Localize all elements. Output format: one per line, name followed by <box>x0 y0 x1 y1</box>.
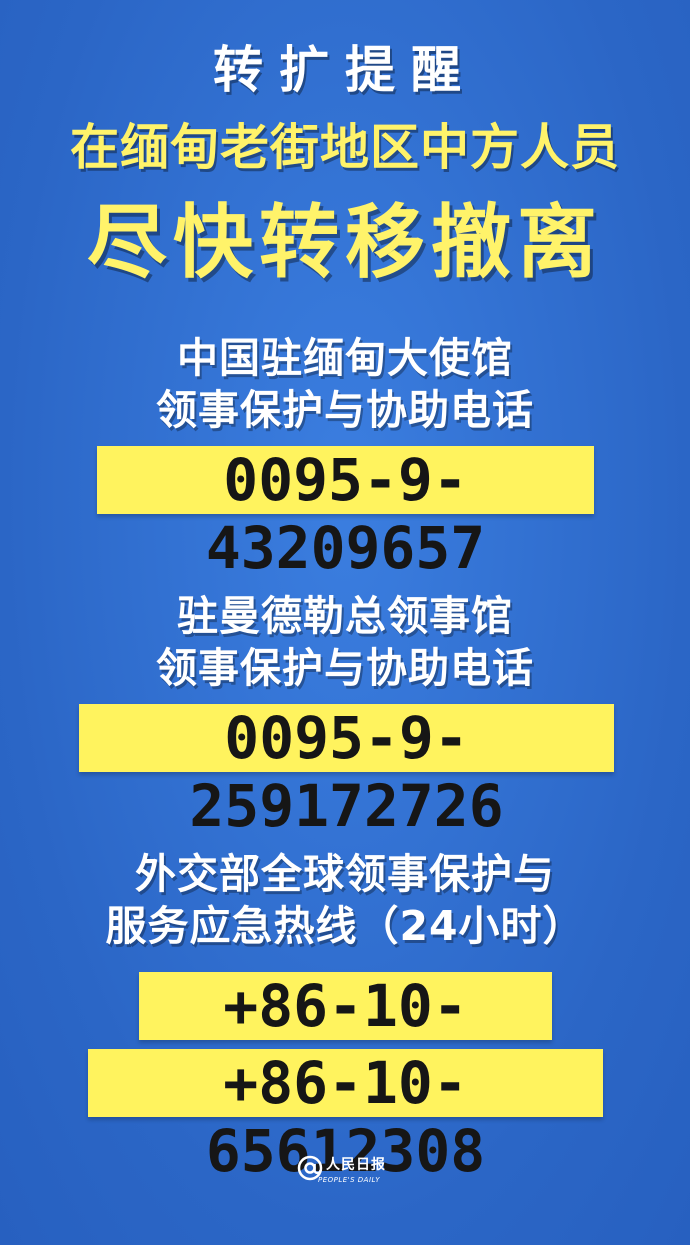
consulate-label-line2: 领事保护与协助电话 <box>156 644 534 692</box>
logo-name-en: PEOPLE'S DAILY <box>318 1176 381 1184</box>
weibo-at-icon <box>297 1155 323 1181</box>
peoples-daily-logo: 人民日报 PEOPLE'S DAILY <box>296 1152 406 1192</box>
embassy-label-line1: 中国驻缅甸大使馆 <box>177 334 513 382</box>
mfa-phone-2: +86-10-65612308 <box>88 1049 603 1185</box>
logo-name-cn: 人民日报 <box>326 1157 386 1173</box>
mfa-label-line2: 服务应急热线（24小时） <box>105 902 585 950</box>
poster-subtitle: 在缅甸老街地区中方人员 <box>69 119 620 176</box>
embassy-label-line2: 领事保护与协助电话 <box>156 386 534 434</box>
mfa-label-line1: 外交部全球领事保护与 <box>135 850 555 898</box>
consulate-phone: 0095-9-259172726 <box>79 704 614 840</box>
poster-title: 转扩提醒 <box>213 41 477 99</box>
mfa-phone-1: +86-10-12308 <box>139 972 552 1108</box>
poster-headline: 尽快转移撤离 <box>87 196 603 289</box>
consulate-label-line1: 驻曼德勒总领事馆 <box>177 592 513 640</box>
embassy-phone: 0095-9-43209657 <box>97 446 594 582</box>
